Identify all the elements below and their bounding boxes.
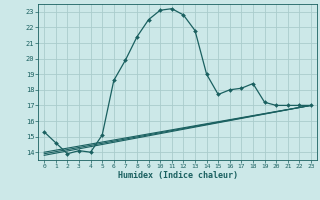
X-axis label: Humidex (Indice chaleur): Humidex (Indice chaleur)	[118, 171, 238, 180]
